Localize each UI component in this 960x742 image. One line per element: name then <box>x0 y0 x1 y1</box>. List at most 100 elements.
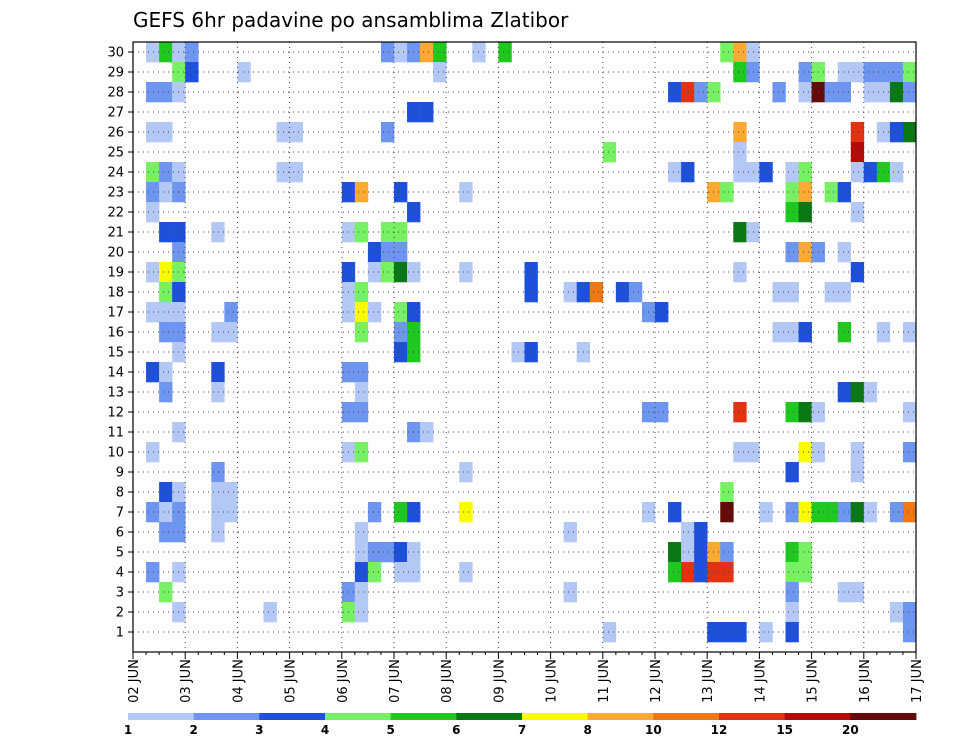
heatmap-cell <box>628 282 643 303</box>
heatmap-cell <box>668 542 682 563</box>
legend-tick-label: 3 <box>255 723 263 737</box>
chart-title: GEFS 6hr padavine po ansamblima Zlatibor <box>133 8 569 32</box>
heatmap-cell <box>380 222 395 243</box>
y-tick-label: 19 <box>107 266 124 281</box>
heatmap-cell <box>798 242 812 263</box>
heatmap-cell <box>459 262 473 283</box>
heatmap-cell <box>694 522 708 543</box>
heatmap-cell <box>159 322 173 343</box>
heatmap-cell <box>289 122 303 143</box>
heatmap-cell <box>798 402 812 423</box>
y-axis-ticks: 1234567891011121314151617181920212223242… <box>107 46 133 641</box>
y-tick-label: 9 <box>116 466 124 481</box>
x-tick-label: 17 JUN <box>910 659 925 703</box>
heatmap-cell <box>785 582 799 603</box>
y-tick-label: 29 <box>107 66 124 81</box>
heatmap-cell <box>863 82 878 103</box>
heatmap-cell <box>733 262 747 283</box>
heatmap-cell <box>850 142 865 163</box>
heatmap-cell <box>224 502 238 523</box>
y-tick-label: 17 <box>107 306 124 321</box>
heatmap-cell <box>146 362 160 383</box>
x-tick-label: 12 JUN <box>649 659 664 703</box>
heatmap-cell <box>146 182 160 203</box>
heatmap-cell <box>159 222 173 243</box>
y-tick-label: 25 <box>107 146 124 161</box>
heatmap-cell <box>733 142 747 163</box>
x-tick-label: 10 JUN <box>545 659 560 703</box>
heatmap-cell <box>889 62 904 83</box>
heatmap-cell <box>263 602 277 623</box>
heatmap-cell <box>655 302 669 323</box>
heatmap-cell <box>602 142 617 163</box>
heatmap-cell <box>824 82 838 103</box>
heatmap-cell <box>394 182 408 203</box>
heatmap-cell <box>720 502 734 523</box>
heatmap-cell <box>524 342 538 363</box>
heatmap-cell <box>354 182 369 203</box>
heatmap-cell <box>785 242 799 263</box>
y-tick-label: 16 <box>107 326 124 341</box>
heatmap-cell <box>863 62 878 83</box>
heatmap-cell <box>772 322 786 343</box>
heatmap-cell <box>837 382 852 403</box>
heatmap-cell <box>524 282 538 303</box>
heatmap-cell <box>863 162 878 183</box>
heatmap-cell <box>146 442 160 463</box>
heatmap-cell <box>772 282 786 303</box>
heatmap-cell <box>289 162 303 183</box>
heatmap-cell <box>354 382 369 403</box>
heatmap-cell <box>146 42 160 63</box>
heatmap-cell <box>498 42 512 63</box>
heatmap-cell <box>354 302 369 323</box>
heatmap-cell <box>720 182 734 203</box>
heatmap-cell <box>798 82 812 103</box>
heatmap-cell <box>367 262 382 283</box>
y-tick-label: 30 <box>107 46 124 61</box>
y-tick-label: 7 <box>116 506 124 521</box>
y-tick-label: 3 <box>116 586 124 601</box>
heatmap-cell <box>159 82 173 103</box>
heatmap-cell <box>681 542 695 563</box>
heatmap-cell <box>354 562 369 583</box>
heatmap-cell <box>159 302 173 323</box>
x-tick-label: 05 JUN <box>284 659 299 703</box>
heatmap-cell <box>563 282 577 303</box>
heatmap-cell <box>211 222 225 243</box>
heatmap-cell <box>394 342 408 363</box>
heatmap-cell <box>237 62 251 83</box>
heatmap-cell <box>785 602 799 623</box>
x-tick-label: 04 JUN <box>231 659 246 703</box>
heatmap-cell <box>720 622 734 643</box>
heatmap-cell <box>211 362 225 383</box>
heatmap-cell <box>367 242 382 263</box>
heatmap-cell <box>694 82 708 103</box>
heatmap-cell <box>837 502 852 523</box>
heatmap-cell <box>394 502 408 523</box>
heatmap-cell <box>394 42 408 63</box>
heatmap-cell <box>211 462 225 483</box>
x-tick-label: 08 JUN <box>440 659 455 703</box>
heatmap-cell <box>367 562 382 583</box>
heatmap-cell <box>785 462 799 483</box>
heatmap-cell <box>354 542 369 563</box>
heatmap-cell <box>850 162 865 183</box>
heatmap-cell <box>433 42 447 63</box>
heatmap-cell <box>159 182 173 203</box>
legend-tick-label: 1 <box>124 723 132 737</box>
heatmap-cell <box>224 302 238 323</box>
heatmap-cell <box>733 162 747 183</box>
heatmap-cell <box>733 122 747 143</box>
heatmap-cell <box>798 182 812 203</box>
heatmap-cell <box>655 402 669 423</box>
heatmap-cell <box>211 522 225 543</box>
heatmap-cell <box>902 122 917 143</box>
x-axis-ticks: 02 JUN 03 JUN 04 JUN 05 JUN 06 JUN 07 JUN 08 J… <box>127 652 925 703</box>
heatmap-cell <box>798 502 812 523</box>
heatmap-cell <box>159 282 173 303</box>
heatmap-cell <box>902 622 917 643</box>
heatmap-cell <box>720 42 734 63</box>
heatmap-cell <box>902 442 917 463</box>
legend-tick-label: 5 <box>386 723 394 737</box>
heatmap-cell <box>668 162 682 183</box>
